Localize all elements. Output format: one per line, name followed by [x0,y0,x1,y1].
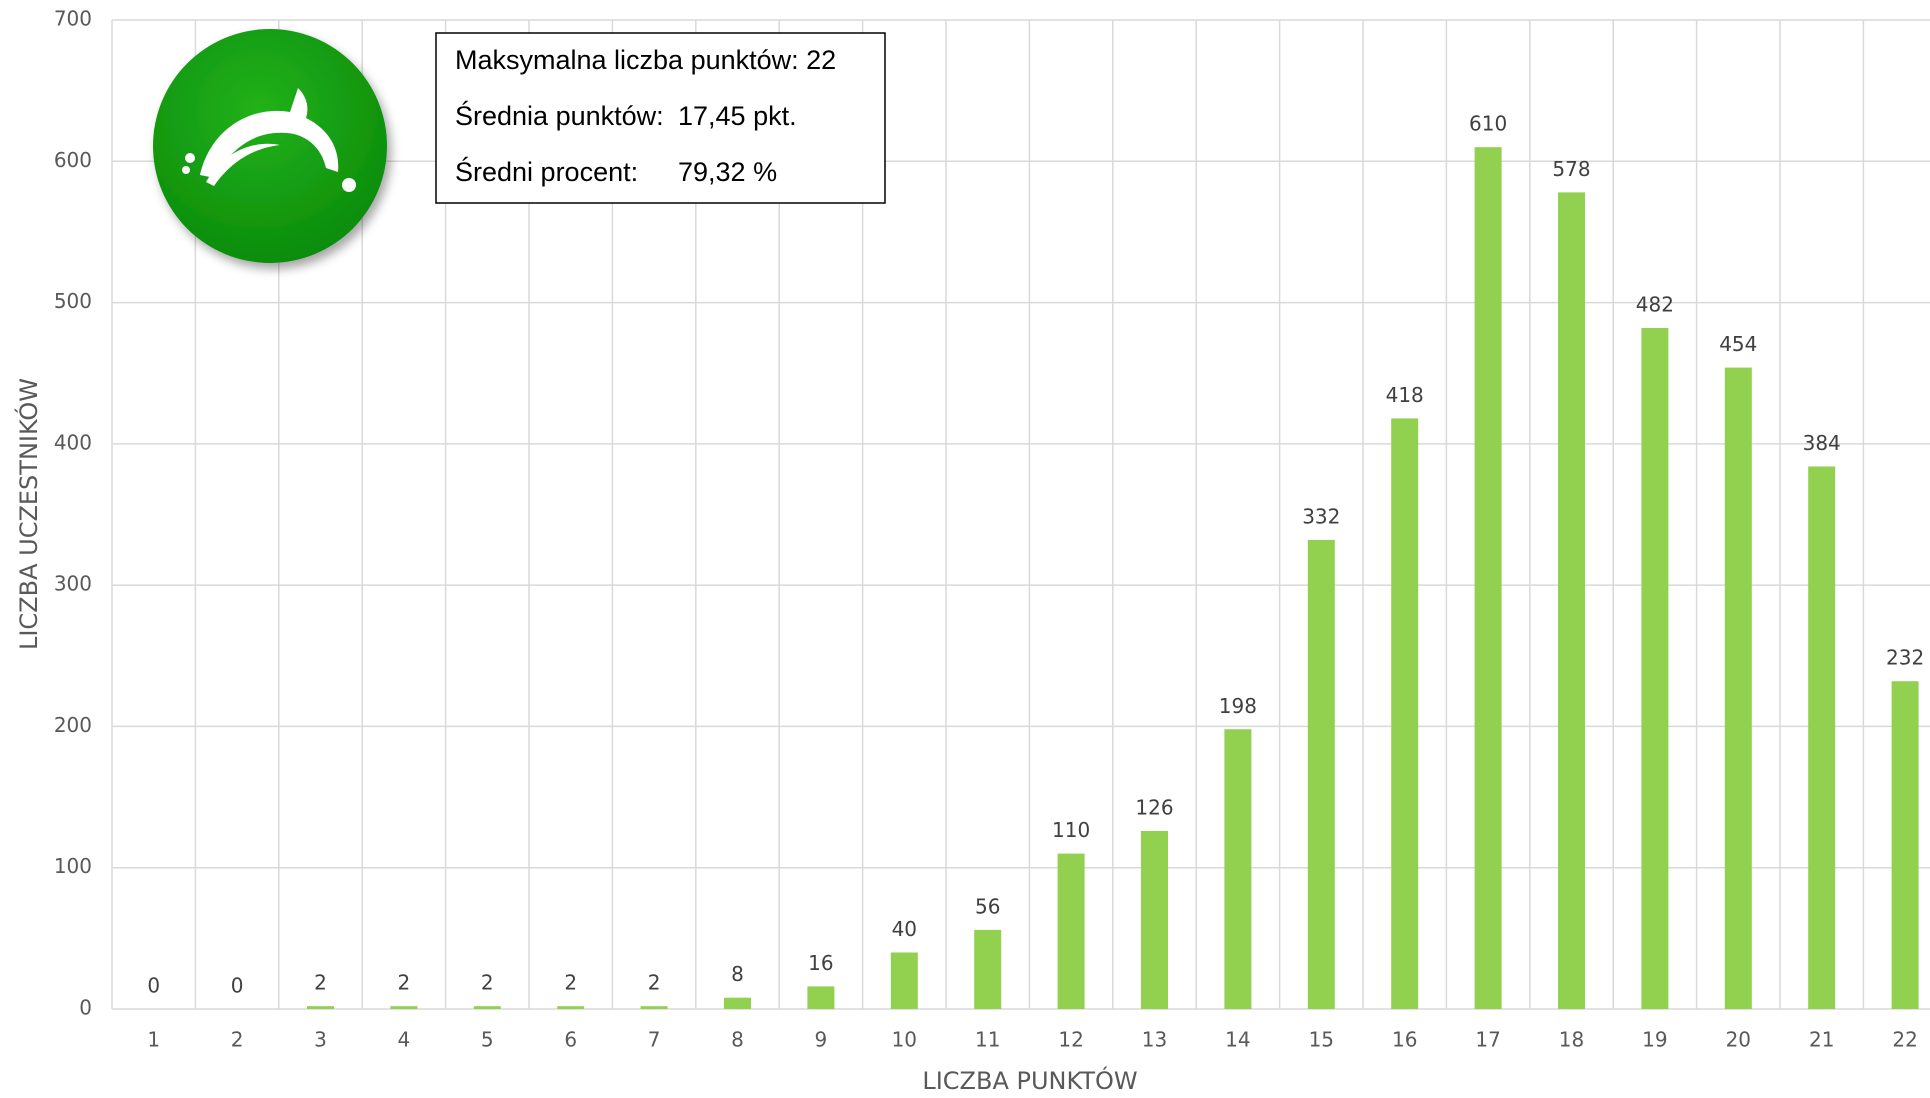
x-tick-label: 15 [1309,1028,1334,1052]
bar [1307,539,1335,1009]
bar [807,986,835,1009]
value-label: 16 [808,951,833,975]
value-label: 126 [1135,795,1173,819]
y-tick-label: 700 [54,7,92,31]
info-line: Średni procent: [455,155,638,187]
y-tick-label: 0 [79,996,92,1020]
bar [307,1006,334,1009]
bar [890,952,918,1009]
value-label: 482 [1636,293,1674,317]
value-label: 384 [1803,431,1841,455]
x-tick-label: 10 [892,1028,917,1052]
value-label: 0 [231,974,244,998]
x-tick-label: 21 [1809,1028,1834,1052]
value-label: 0 [147,974,160,998]
bar [1558,192,1585,1009]
bar [1641,328,1669,1009]
x-tick-label: 16 [1392,1028,1417,1052]
x-tick-label: 19 [1642,1028,1667,1052]
bar [1224,729,1252,1009]
info-box: Maksymalna liczba punktów: 22 Średnia pu… [435,32,886,204]
y-tick-label: 100 [54,854,92,878]
y-tick-label: 500 [54,289,92,313]
value-label: 2 [648,971,661,995]
value-label: 198 [1219,694,1257,718]
x-tick-label: 4 [398,1028,411,1052]
value-label: 332 [1302,504,1340,528]
logo [153,29,387,263]
x-tick-label: 9 [815,1028,828,1052]
value-label: 454 [1719,332,1757,356]
y-tick-label: 300 [54,572,92,596]
value-label: 56 [975,894,1000,918]
y-axis-title: LICZBA UCZESTNIKÓW [13,378,43,650]
y-tick-label: 600 [54,148,92,172]
value-label: 2 [481,971,494,995]
x-axis-title: LICZBA PUNKTÓW [922,1065,1137,1094]
info-value: 79,32 % [678,157,777,187]
bar [1891,681,1919,1009]
bar [473,1006,501,1009]
x-tick-label: 1 [147,1028,160,1052]
bar [724,997,751,1009]
bar [557,1006,585,1009]
x-tick-label: 7 [648,1028,661,1052]
bars [307,147,1919,1009]
x-tick-label: 11 [975,1028,1000,1052]
value-label: 578 [1552,157,1590,181]
value-label: 2 [564,971,577,995]
x-tick-label: 18 [1559,1028,1584,1052]
x-tick-label: 3 [314,1028,327,1052]
value-label: 110 [1052,818,1090,842]
x-tick-label: 13 [1142,1028,1167,1052]
value-label: 610 [1469,112,1507,136]
value-label: 40 [892,917,917,941]
info-value: 17,45 pkt. [678,101,797,131]
x-tick-label: 14 [1225,1028,1250,1052]
value-label: 232 [1886,646,1924,670]
x-tick-label: 22 [1892,1028,1917,1052]
value-label: 2 [314,971,327,995]
value-label: 2 [398,971,411,995]
x-tick-label: 12 [1058,1028,1083,1052]
y-tick-label: 200 [54,713,92,737]
x-tick-label: 20 [1726,1028,1751,1052]
bar [1808,466,1836,1009]
value-label: 418 [1386,383,1424,407]
bar [974,929,1002,1009]
x-tick-label: 6 [564,1028,577,1052]
bar [1141,830,1168,1009]
info-line: Średnia punktów: [455,99,664,131]
bar [1391,418,1419,1009]
x-tick-label: 2 [231,1028,244,1052]
bar [1724,367,1752,1009]
x-tick-label: 17 [1475,1028,1500,1052]
x-tick-label: 8 [731,1028,744,1052]
value-label: 8 [731,962,744,986]
y-tick-label: 400 [54,430,92,454]
bar [1057,853,1085,1009]
bar [640,1006,668,1009]
info-line: Maksymalna liczba punktów: 22 [455,45,836,75]
x-tick-label: 5 [481,1028,494,1052]
bar [1474,147,1502,1009]
bar [390,1006,418,1009]
